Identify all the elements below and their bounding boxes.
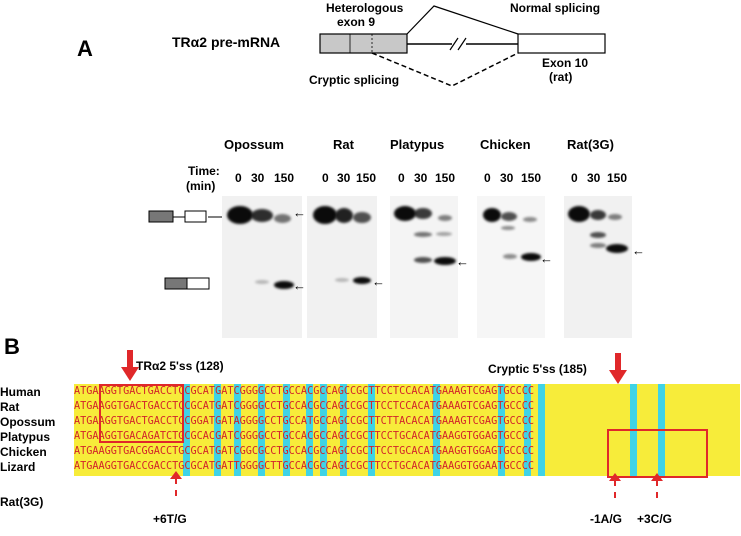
site1-highlight-box (99, 384, 184, 443)
exon10-label-1: Exon 10 (542, 56, 589, 70)
normal-splicing-label: Normal splicing (510, 1, 601, 15)
gel-platypus (390, 196, 458, 338)
species-label-platypus: Platypus (0, 430, 51, 444)
time-0-opossum: 0 (235, 171, 242, 185)
site2-highlight-box (607, 429, 708, 478)
mut3-dashed-arrow (656, 480, 658, 498)
time-150-platypus: 150 (435, 171, 456, 185)
sequence-human: ATGAAGGTGACTGACCTCCGCATGATCGGGGCCTGCCACG… (74, 386, 535, 397)
cyan-column (320, 384, 327, 476)
gel-rat (307, 196, 377, 338)
time-30-opossum: 30 (251, 171, 265, 185)
sequence-platypus: ATGAAGGTGACAGATCTGCGCACGATCGGGGCCTGCCACG… (74, 431, 535, 442)
cyan-column (234, 384, 241, 476)
time-150-rat: 150 (356, 171, 377, 185)
time-150-rat3g: 150 (607, 171, 628, 185)
time-label-2: (min) (186, 179, 216, 193)
gel-rat3g (564, 196, 632, 338)
cyan-column (214, 384, 221, 476)
time-label-1: Time: (188, 164, 220, 178)
mut2-dashed-arrow (614, 480, 616, 498)
time-0-rat: 0 (322, 171, 329, 185)
cyan-column (524, 384, 531, 476)
arrow-spliced-rat: ← (372, 274, 385, 289)
time-30-chicken: 30 (500, 171, 514, 185)
species-title-rat3g: Rat(3G) (567, 137, 614, 152)
cryptic-splicing-label: Cryptic splicing (309, 73, 400, 87)
gel-opossum (222, 196, 302, 338)
mut3-label: +3C/G (637, 512, 673, 526)
time-30-rat3g: 30 (587, 171, 601, 185)
mut2-arrowhead-icon (609, 473, 621, 481)
arrow-down-icon-site2 (609, 353, 627, 384)
cyan-column (433, 384, 440, 476)
gel-chicken (477, 196, 545, 338)
species-title-rat: Rat (333, 137, 354, 152)
cyan-column (538, 384, 545, 476)
cyan-column (306, 384, 313, 476)
cyan-column (183, 384, 190, 476)
species-title-opossum: Opossum (224, 137, 284, 152)
construct-label: TRα2 pre-mRNA (172, 34, 281, 50)
mut3-arrowhead-icon (651, 473, 663, 481)
exon10-label-2: (rat) (549, 70, 573, 84)
species-label-human: Human (0, 385, 41, 399)
cyan-column (498, 384, 505, 476)
species-title-platypus: Platypus (390, 137, 445, 152)
arrow-cryptic-platypus: ← (456, 254, 469, 269)
panel-a-letter: A (77, 36, 93, 61)
site1-label: TRα2 5'ss (128) (136, 359, 224, 373)
species-label-chicken: Chicken (0, 445, 47, 459)
site2-label: Cryptic 5'ss (185) (488, 362, 587, 376)
time-0-platypus: 0 (398, 171, 405, 185)
arrow-cryptic-chicken: ← (540, 251, 553, 266)
unspliced-product-icon (148, 210, 227, 223)
time-0-chicken: 0 (484, 171, 491, 185)
mut1-dashed-arrow (175, 478, 177, 496)
arrow-spliced-opossum: ← (293, 278, 306, 293)
heterologous-label-1: Heterologous (326, 1, 404, 15)
time-150-opossum: 150 (274, 171, 295, 185)
sequence-lizard: ATGAAGGTGACCGACCTGCGCATGATTGGGGCTTGCCACG… (74, 461, 535, 472)
mut1-arrowhead-icon (170, 471, 182, 479)
time-30-rat: 30 (337, 171, 351, 185)
panel-b-letter: B (4, 334, 20, 359)
sequence-rat: ATGAAGGTGACTGACCTCCGCATGATCGGGGCCTGCCACG… (74, 401, 535, 412)
mut2-label: -1A/G (590, 512, 623, 526)
cyan-column (258, 384, 265, 476)
time-30-platypus: 30 (414, 171, 428, 185)
pre-mrna-diagram (319, 5, 606, 87)
sequence-chicken: ATGAAGGTGACGGACCTGCGCATGATCGGCGCCTGCCACG… (74, 446, 535, 457)
exon10-box (517, 33, 606, 54)
cyan-column (368, 384, 375, 476)
arrow-cryptic-rat3g: ← (632, 243, 645, 258)
cyan-column (340, 384, 347, 476)
cyan-column (283, 384, 290, 476)
arrow-down-icon-site1 (121, 350, 139, 381)
exon9-box (319, 33, 408, 54)
mutant-label: Rat(3G) (0, 495, 44, 509)
heterologous-label-2: exon 9 (337, 15, 376, 29)
species-label-lizard: Lizard (0, 460, 36, 474)
species-label-rat: Rat (0, 400, 20, 414)
mut1-label: +6T/G (153, 512, 187, 526)
arrow-unspliced-opossum: ← (293, 205, 306, 220)
time-150-chicken: 150 (521, 171, 542, 185)
spliced-product-icon (164, 277, 210, 290)
sequence-opossum: ATGAAGGTGACTGACCTCCGGATGATAGGGGCCTGCCATG… (74, 416, 535, 427)
species-label-opossum: Opossum (0, 415, 56, 429)
time-0-rat3g: 0 (571, 171, 578, 185)
species-title-chicken: Chicken (480, 137, 531, 152)
